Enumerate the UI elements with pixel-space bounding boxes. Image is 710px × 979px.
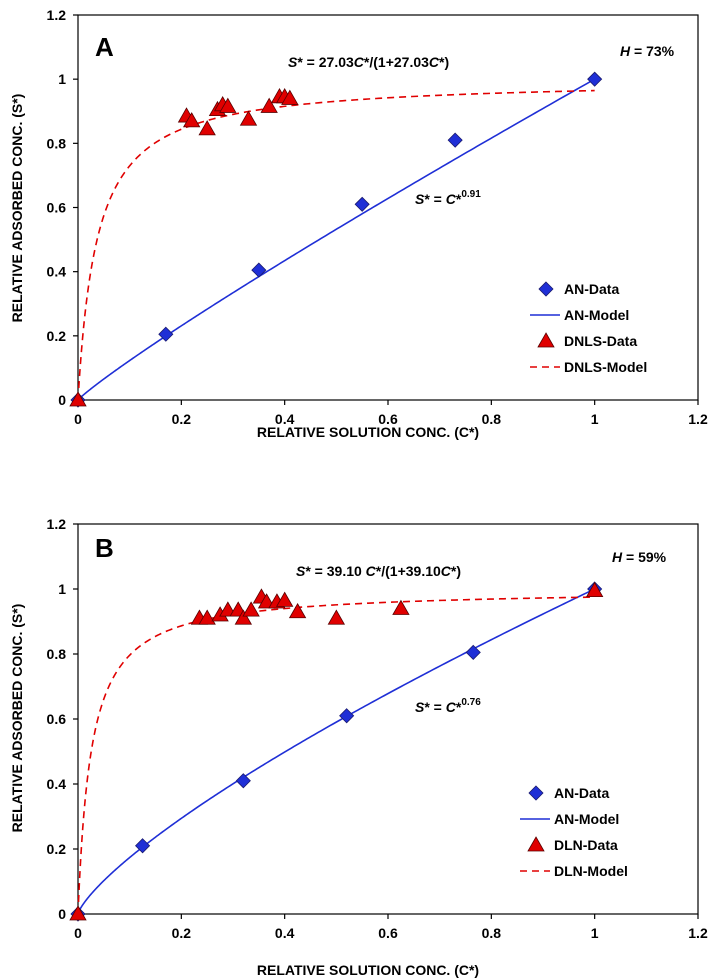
legend-label: DLN-Model (554, 863, 628, 879)
y-tick-label: 1 (58, 581, 66, 597)
series-points-dnls-data (69, 88, 299, 407)
y-axis-label: RELATIVE ADSORBED CONC. (S*) (9, 604, 25, 833)
data-point (198, 609, 216, 625)
y-tick-label: 0.2 (47, 328, 67, 344)
legend-label: DNLS-Model (564, 359, 647, 375)
chart-panel-a: 0 0.2 0.4 0.6 0.8 1 1.2 0 0.2 0.4 0.6 0.8 1 1.2 RELATI… (9, 7, 708, 440)
x-tick-label: 1.2 (688, 411, 708, 427)
data-point (158, 326, 174, 342)
x-axis-label: RELATIVE SOLUTION CONC. (C*) (257, 962, 479, 978)
legend-marker (538, 281, 554, 297)
x-tick-label: 1 (591, 411, 599, 427)
legend-label: AN-Model (564, 307, 629, 323)
y-axis-label: RELATIVE ADSORBED CONC. (S*) (9, 94, 25, 323)
data-point (219, 97, 237, 113)
y-tick-label: 1.2 (47, 516, 67, 532)
data-point (69, 391, 87, 407)
y-tick-label: 0.4 (47, 776, 67, 792)
data-point (354, 196, 370, 212)
legend-label: AN-Model (554, 811, 619, 827)
data-point (327, 609, 346, 625)
series-line-dnls-model (77, 89, 595, 401)
data-point (275, 591, 294, 607)
panel-letter: B (95, 533, 114, 563)
legend-item: AN-Data (528, 785, 609, 801)
data-point (260, 97, 278, 113)
data-point (242, 601, 260, 617)
legend-marker (537, 332, 555, 348)
x-tick-label: 0.6 (378, 925, 398, 941)
legend-item: DLN-Data (527, 836, 618, 853)
legend-item: DLN-Model (520, 863, 628, 879)
legend-marker (528, 785, 544, 801)
series-points-an-data (70, 581, 603, 922)
y-tick-label: 0 (58, 392, 66, 408)
x-tick-label: 0.2 (172, 925, 192, 941)
legend-label: DLN-Data (554, 837, 618, 853)
data-point (587, 71, 603, 87)
y-tick-label: 0 (58, 906, 66, 922)
y-tick-label: 0.4 (47, 264, 67, 280)
legend: AN-Data AN-Model DLN-Data DLN-Model (520, 785, 628, 879)
plot-frame (77, 523, 699, 915)
legend: AN-Data AN-Model DNLS-Data DNLS-Model (530, 281, 647, 375)
data-point (239, 110, 258, 126)
y-tick-label: 0.6 (47, 200, 67, 216)
y-tick-label: 0.8 (47, 135, 67, 151)
data-point (288, 602, 307, 619)
series-line-dln-model (77, 596, 595, 915)
legend-label: DNLS-Data (564, 333, 637, 349)
langmuir-equation: S* = 39.10 C*/(1+39.10C*) (296, 563, 461, 579)
data-point (235, 773, 251, 789)
series-points-an-data (70, 71, 603, 408)
x-tick-label: 1.2 (688, 925, 708, 941)
legend-item: AN-Model (530, 307, 629, 323)
x-tick-label: 0 (74, 411, 82, 427)
data-point (465, 644, 481, 660)
data-point (198, 120, 216, 136)
y-tick-label: 1.2 (47, 7, 67, 23)
series-line-an-model (77, 78, 596, 401)
legend-marker (527, 836, 545, 852)
x-tick-label: 1 (591, 925, 599, 941)
freundlich-equation: S* = C*0.91 (415, 189, 481, 207)
data-point (447, 132, 463, 148)
y-tick-label: 0.6 (47, 711, 67, 727)
freundlich-equation: S* = C*0.76 (415, 697, 481, 715)
x-tick-label: 0.8 (482, 925, 502, 941)
y-tick-label: 0.2 (47, 841, 67, 857)
panel-letter: A (95, 32, 114, 62)
legend-label: AN-Data (554, 785, 609, 801)
chart-panel-b: 0 0.2 0.4 0.6 0.8 1 1.2 0 0.2 0.4 0.6 0.8 1 1.2 RELATI… (9, 516, 708, 978)
x-tick-label: 0.2 (172, 411, 192, 427)
data-point (339, 708, 355, 724)
x-axis-label: RELATIVE SOLUTION CONC. (C*) (257, 424, 479, 440)
series-points-dln-data (69, 581, 604, 921)
data-point (281, 89, 299, 105)
data-point (182, 112, 201, 128)
legend-item: DNLS-Data (537, 332, 637, 349)
x-tick-label: 0.8 (482, 411, 502, 427)
series-line-an-model (77, 588, 596, 915)
x-tick-label: 0.4 (275, 925, 295, 941)
data-point (69, 905, 87, 921)
langmuir-equation: S* = 27.03C*/(1+27.03C*) (288, 54, 449, 70)
data-point (251, 262, 267, 278)
legend-item: DNLS-Model (530, 359, 647, 375)
x-tick-label: 0.4 (275, 411, 295, 427)
legend-label: AN-Data (564, 281, 619, 297)
humidity-label: H = 59% (612, 549, 667, 565)
data-point (392, 599, 410, 615)
x-tick-label: 0.6 (378, 411, 398, 427)
y-tick-label: 1 (58, 71, 66, 87)
x-tick-label: 0 (74, 925, 82, 941)
legend-item: AN-Data (538, 281, 619, 297)
humidity-label: H = 73% (620, 43, 675, 59)
y-tick-label: 0.8 (47, 646, 67, 662)
legend-item: AN-Model (520, 811, 619, 827)
data-point (585, 581, 604, 598)
data-point (135, 838, 151, 854)
data-point (234, 609, 253, 625)
